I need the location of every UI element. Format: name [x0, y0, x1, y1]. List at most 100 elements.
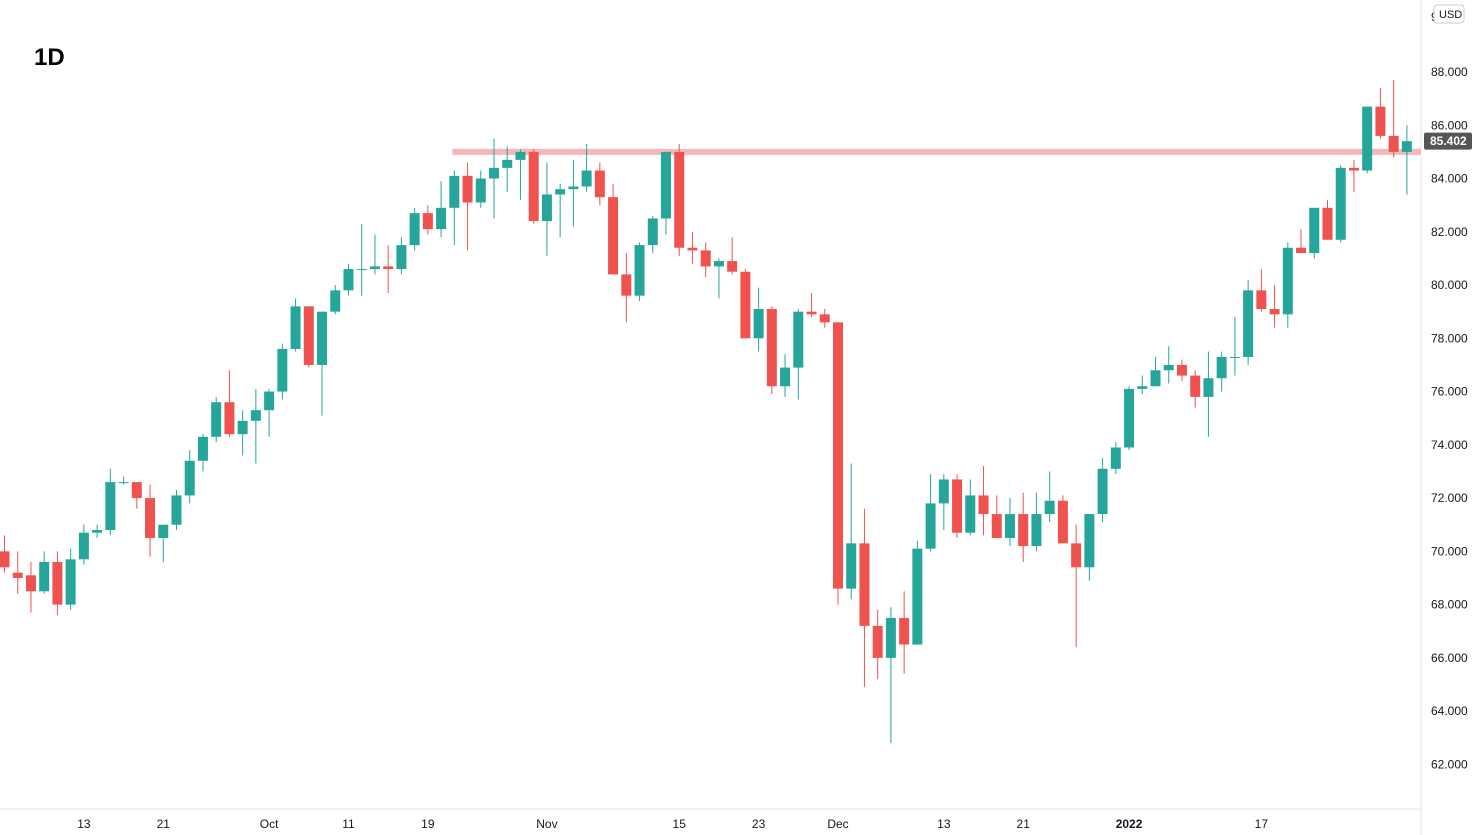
candle: [621, 253, 632, 323]
time-tick-label: 21: [1017, 817, 1031, 831]
time-tick-label: 13: [937, 817, 951, 831]
candle-body: [1401, 141, 1412, 152]
candle-body: [594, 170, 605, 198]
candle-body: [0, 551, 10, 568]
price-tick-label: 84.000: [1431, 172, 1468, 186]
candle-body: [899, 617, 910, 645]
candle-body: [581, 170, 592, 187]
time-tick-label: Dec: [827, 817, 848, 831]
candles-layer: [0, 79, 1412, 744]
candle-body: [396, 245, 407, 270]
candle-body: [965, 495, 976, 533]
candle-body: [52, 561, 63, 605]
candle-body: [740, 271, 751, 339]
price-tick-label: 72.000: [1431, 491, 1468, 505]
candle: [197, 434, 208, 472]
candle-body: [555, 189, 566, 195]
candle: [1296, 229, 1307, 254]
candle-body: [1176, 364, 1187, 376]
candle-body: [1084, 514, 1095, 568]
candle-body: [1243, 290, 1254, 357]
candle: [383, 245, 394, 294]
candle-body: [766, 309, 777, 387]
candle: [1309, 207, 1320, 259]
candle-body: [1375, 106, 1386, 136]
candle-body: [991, 514, 1002, 539]
candle-body: [859, 543, 870, 626]
candle-body: [1362, 106, 1373, 171]
candle-body: [317, 311, 328, 365]
candle: [793, 309, 804, 400]
candle-body: [1004, 514, 1015, 539]
candle: [780, 354, 791, 397]
candle-body: [1124, 388, 1135, 448]
candle-body: [475, 178, 486, 203]
candle: [118, 476, 129, 485]
candle-body: [422, 213, 433, 230]
candle-body: [780, 367, 791, 387]
candle: [224, 370, 235, 437]
candle-body: [1044, 500, 1055, 515]
price-tick-label: 80.000: [1431, 278, 1468, 292]
candle: [1018, 492, 1029, 562]
candle: [356, 223, 367, 296]
candle-body: [78, 532, 89, 560]
candle: [171, 490, 182, 531]
price-tick-label: 70.000: [1431, 544, 1468, 558]
candle-body: [674, 151, 685, 248]
candle-body: [1256, 290, 1267, 310]
candle: [1269, 285, 1280, 328]
candle-body: [343, 269, 354, 291]
candle-body: [1110, 447, 1121, 469]
price-tick-label: 64.000: [1431, 704, 1468, 718]
candle: [832, 322, 843, 605]
candle-body: [1388, 135, 1399, 152]
candle-body: [700, 250, 711, 267]
candle: [753, 287, 764, 352]
candle: [568, 159, 579, 227]
candle: [92, 524, 103, 539]
candle: [674, 143, 685, 256]
candle: [541, 162, 552, 256]
candle: [1348, 159, 1359, 192]
time-tick-label: Oct: [260, 817, 279, 831]
candle-body: [634, 245, 645, 296]
candle-body: [502, 159, 513, 168]
candle: [409, 207, 420, 251]
candle-body: [832, 322, 843, 589]
candle-body: [65, 559, 76, 605]
candle: [158, 524, 169, 562]
candle-body: [277, 348, 288, 392]
candle-body: [1269, 309, 1280, 315]
candle-body: [938, 479, 949, 504]
candle-body: [1309, 207, 1320, 254]
candle-body: [409, 213, 420, 246]
candle-body: [264, 391, 275, 411]
candle-body: [568, 186, 579, 190]
candle: [65, 548, 76, 610]
candle: [264, 388, 275, 437]
candle: [0, 535, 10, 573]
time-tick-label: Nov: [536, 817, 557, 831]
candle-body: [528, 151, 539, 222]
candle-body: [184, 460, 195, 496]
candle: [184, 450, 195, 504]
price-tick-label: 86.000: [1431, 118, 1468, 132]
candle-body: [952, 479, 963, 533]
candle-body: [515, 151, 526, 160]
candle-body: [1137, 386, 1148, 389]
time-tick-label: 11: [342, 817, 355, 831]
candle: [1203, 351, 1214, 437]
candle-body: [237, 420, 248, 435]
candle: [1375, 87, 1386, 139]
candle: [846, 463, 857, 600]
candle: [369, 234, 380, 275]
candle-body: [449, 175, 460, 208]
currency-badge[interactable]: [1433, 4, 1465, 24]
time-tick-label: 2022: [1116, 817, 1143, 831]
candle-body: [489, 167, 500, 179]
candle: [1229, 316, 1240, 376]
candle: [1176, 359, 1187, 381]
resistance-line: [452, 148, 1421, 155]
